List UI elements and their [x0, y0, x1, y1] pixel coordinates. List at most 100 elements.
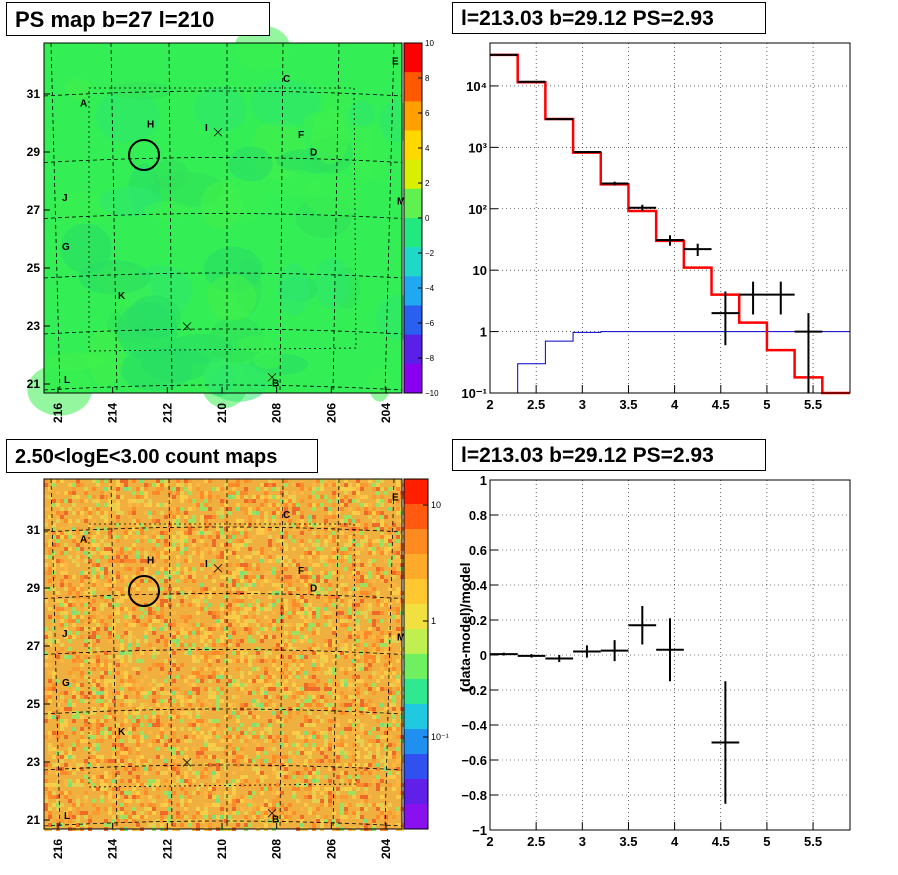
count-map-pixel [380, 511, 384, 515]
count-map-pixel [180, 523, 184, 527]
ps-colorbar-label: 0 [425, 214, 430, 223]
count-map-pixel [376, 567, 380, 571]
residual-y-tick-label: 0.4 [469, 578, 488, 593]
source-label-f: F [298, 566, 304, 577]
count-map-pixel [240, 559, 244, 563]
source-label-c: C [283, 74, 290, 85]
count-map-pixel [380, 787, 384, 791]
count-map-pixel [52, 543, 56, 547]
count-map-pixel [204, 699, 208, 703]
count-map-pixel [344, 795, 348, 799]
count-map-pixel [132, 819, 136, 823]
count-map-pixel [228, 759, 232, 763]
count-map-pixel [216, 791, 220, 795]
count-map-pixel [240, 659, 244, 663]
count-map-pixel [92, 599, 96, 603]
count-map-pixel [212, 627, 216, 631]
count-map-pixel [248, 759, 252, 763]
count-map-pixel [136, 795, 140, 799]
count-map-pixel [256, 703, 260, 707]
count-map-pixel [76, 715, 80, 719]
count-map-pixel [244, 779, 248, 783]
count-map-pixel [312, 695, 316, 699]
count-map-pixel [244, 739, 248, 743]
count-map-pixel [68, 819, 72, 823]
count-map-pixel [104, 727, 108, 731]
count-map-pixel [240, 807, 244, 811]
count-map-pixel [192, 683, 196, 687]
count-map-pixel [100, 675, 104, 679]
count-map-pixel [228, 743, 232, 747]
count-map-pixel [364, 615, 368, 619]
count-map-pixel [88, 615, 92, 619]
count-map-pixel [84, 595, 88, 599]
count-map-pixel [376, 751, 380, 755]
count-map-pixel [392, 815, 396, 819]
count-map-pixel [116, 751, 120, 755]
count-map-pixel [232, 487, 236, 491]
spectrum-y-tick-label: 10⁻¹ [461, 386, 487, 401]
count-map-pixel [312, 543, 316, 547]
count-map-pixel [224, 715, 228, 719]
count-map-pixel [224, 671, 228, 675]
count-map-pixel [312, 783, 316, 787]
count-map-pixel [124, 751, 128, 755]
count-map-pixel [280, 535, 284, 539]
count-map-pixel [128, 675, 132, 679]
count-map-pixel [228, 815, 232, 819]
residual-y-tick-label: 0.8 [469, 508, 487, 523]
count-map-pixel [376, 491, 380, 495]
count-map-pixel [172, 659, 176, 663]
count-map-pixel [116, 819, 120, 823]
count-map-pixel [308, 639, 312, 643]
count-map-pixel [140, 615, 144, 619]
count-map-pixel [184, 679, 188, 683]
count-map-pixel [76, 551, 80, 555]
count-map-pixel [204, 591, 208, 595]
count-map-pixel [264, 487, 268, 491]
count-map-pixel [364, 799, 368, 803]
count-map-pixel [68, 531, 72, 535]
count-map-pixel [96, 679, 100, 683]
count-map-pixel [320, 503, 324, 507]
count-map-pixel [360, 483, 364, 487]
count-map-pixel [192, 515, 196, 519]
count-map-pixel [396, 651, 400, 655]
count-map-pixel [256, 675, 260, 679]
count-map-pixel [324, 755, 328, 759]
count-map-pixel [88, 531, 92, 535]
count-map-pixel [128, 731, 132, 735]
residual-x-tick-label: 5 [763, 834, 770, 849]
count-map-pixel [300, 575, 304, 579]
count-map-pixel [92, 687, 96, 691]
count-map-pixel [180, 483, 184, 487]
count-map-pixel [228, 799, 232, 803]
count-map-pixel [152, 483, 156, 487]
count-map-pixel [332, 659, 336, 663]
count-map-pixel [140, 555, 144, 559]
count-map-pixel [152, 783, 156, 787]
count-map-pixel [324, 687, 328, 691]
count-map-pixel [44, 627, 48, 631]
count-map-pixel [304, 763, 308, 767]
count-map-pixel [200, 771, 204, 775]
count-map-pixel [132, 699, 136, 703]
count-map-pixel [388, 727, 392, 731]
count-map-pixel [264, 627, 268, 631]
count-map-pixel [156, 599, 160, 603]
count-map-pixel [68, 647, 72, 651]
count-map-pixel [204, 811, 208, 815]
count-map-pixel [268, 723, 272, 727]
count-map-pixel [220, 503, 224, 507]
count-map-pixel [336, 747, 340, 751]
count-map-pixel [132, 623, 136, 627]
source-label-l: L [64, 811, 70, 822]
map-region-outline [88, 87, 357, 352]
count-map-pixel [216, 675, 220, 679]
count-map-pixel [316, 815, 320, 819]
count-map-pixel [84, 675, 88, 679]
count-map-pixel [88, 543, 92, 547]
count-map-pixel [328, 795, 332, 799]
count-map-pixel [284, 479, 288, 483]
count-map-pixel [136, 735, 140, 739]
